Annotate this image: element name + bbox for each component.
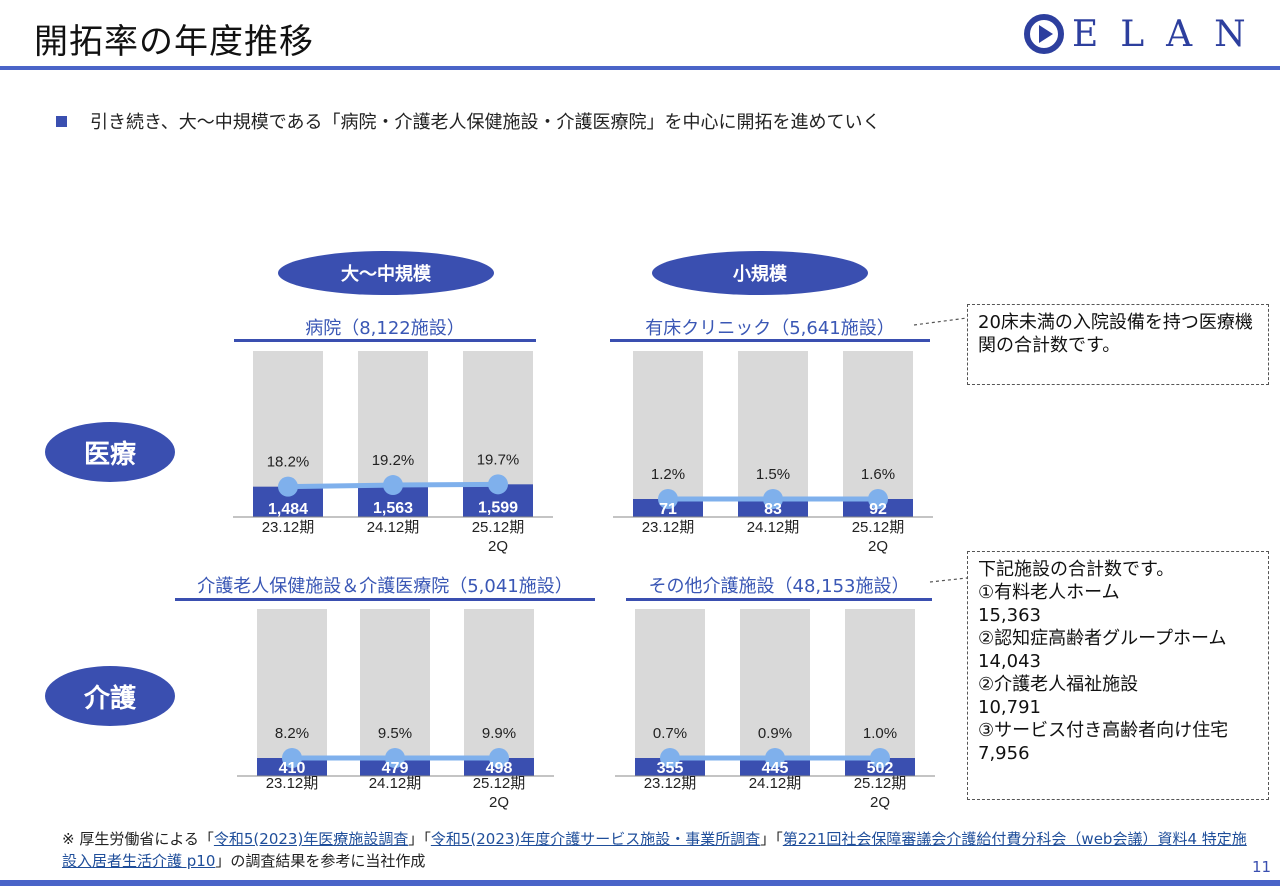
footnote-link-care-survey[interactable]: 令和5(2023)年度介護サービス施設・事業所調査 [430,830,761,848]
chart-title-other-care: その他介護施設（48,153施設） [648,576,910,597]
x-tick-label: 25.12期 [473,775,526,792]
logo-text: ELAN [1072,13,1268,55]
rate-label: 1.2% [651,466,685,483]
other-care-note-line: 10,791 [978,697,1041,718]
rate-point [868,489,888,509]
other-care-note-line: 14,043 [978,651,1041,672]
chart-title-care-health: 介護老人保健施設＆介護医療院（5,041施設） [197,576,573,597]
title-divider [0,66,1280,70]
rate-label: 9.9% [482,725,516,742]
footnote-link-medical-survey[interactable]: 令和5(2023)年医療施設調査 [213,830,409,848]
bar-value-label: 502 [867,760,894,777]
rate-label: 8.2% [275,725,309,742]
chart-rule-clinic [610,339,930,342]
chart-title-hospital: 病院（8,122施設） [305,318,465,339]
bar-value-label: 1,599 [478,499,518,516]
bar-value-label: 1,484 [268,501,308,518]
bar-value-label: 479 [382,760,409,777]
small-label: 小規模 [652,251,868,295]
bar-value-label: 83 [764,501,782,518]
bar-value-label: 445 [762,760,789,777]
other-care-note-line: 7,956 [978,743,1030,764]
rate-label: 1.5% [756,466,790,483]
x-tick-label: 23.12期 [644,775,697,792]
chart-rule-other-care [626,598,932,601]
other-care-note-line: ①有料老人ホーム [978,582,1120,603]
page-title: 開拓率の年度推移 [34,22,314,62]
x-tick-label: 23.12期 [642,519,695,536]
x-tick-label: 24.12期 [747,519,800,536]
footnote-suffix: 」の調査結果を参考に当社作成 [215,852,426,870]
rate-label: 19.2% [372,452,415,469]
rate-point [870,748,890,768]
rate-label: 19.7% [477,451,520,468]
other-care-note-line: ③サービス付き高齢者向け住宅 [978,720,1229,741]
x-tick-label: 2Q [868,538,888,555]
rate-label: 0.9% [758,725,792,742]
bottom-divider [0,880,1280,886]
x-tick-label: 24.12期 [369,775,422,792]
rate-point [489,748,509,768]
x-tick-label: 24.12期 [749,775,802,792]
x-tick-label: 25.12期 [854,775,907,792]
large-medium-label: 大～中規模 [278,251,494,295]
rate-point [763,489,783,509]
play-circle-icon [1024,14,1064,54]
rate-label: 1.0% [863,725,897,742]
bar-value-label: 498 [486,760,513,777]
rate-label: 1.6% [861,466,895,483]
footnote-sep: 」「 [408,830,431,848]
page-number: 11 [1252,858,1272,876]
footnote-link-council-material[interactable]: 第221回社会保障審議会介護給付費分科会（web会議）資料4 特定施設入居者生活… [62,830,1247,870]
medical-label: 医療 [45,422,175,482]
chart-rule-hospital [234,339,536,342]
x-tick-label: 24.12期 [367,519,420,536]
footnote-prefix: ※ 厚生労働省による「 [62,830,214,848]
bar-value-label: 1,563 [373,500,413,517]
bar-value-label: 92 [869,501,887,518]
chart-rule-care-health [175,598,595,601]
x-tick-label: 2Q [488,538,508,555]
rate-point [658,489,678,509]
bar-value-label: 71 [659,501,677,518]
x-tick-label: 25.12期 [472,519,525,536]
x-tick-label: 25.12期 [852,519,905,536]
care-label: 介護 [45,666,175,726]
rate-label: 0.7% [653,725,687,742]
footnote: ※ 厚生労働省による「令和5(2023)年医療施設調査」「令和5(2023)年度… [62,828,1252,872]
other-care-note-line: 下記施設の合計数です。 [978,559,1175,580]
rate-label: 18.2% [267,454,310,471]
bullet-text: 引き続き、大～中規模である「病院・介護老人保健施設・介護医療院」を中心に開拓を進… [90,112,881,133]
bar-value-label: 410 [279,760,306,777]
rate-point [488,474,508,495]
other-care-note-line: ②介護老人福祉施設 [978,674,1139,695]
rate-point [278,476,298,497]
elan-logo: ELAN [1024,13,1268,55]
x-tick-label: 2Q [870,794,890,811]
rate-label: 9.5% [378,725,412,742]
clinic-note: 20床未満の入院設備を持つ医療機関の合計数です。 [967,304,1269,385]
rate-point [282,748,302,768]
other-care-note-line: ②認知症高齢者グループホーム [978,628,1227,649]
x-tick-label: 2Q [489,794,509,811]
rate-point [660,748,680,768]
x-tick-label: 23.12期 [262,519,315,536]
bullet-square-icon [56,116,67,127]
chart-title-clinic: 有床クリニック（5,641施設） [645,318,895,339]
footnote-sep: 」「 [760,830,783,848]
rate-point [765,748,785,768]
x-tick-label: 23.12期 [266,775,319,792]
other-care-note: 下記施設の合計数です。 ①有料老人ホーム 15,363 ②認知症高齢者グループホーム 1… [967,551,1269,800]
bar-value-label: 355 [657,760,684,777]
other-care-note-line: 15,363 [978,605,1041,626]
rate-point [385,748,405,768]
rate-point [383,475,403,496]
